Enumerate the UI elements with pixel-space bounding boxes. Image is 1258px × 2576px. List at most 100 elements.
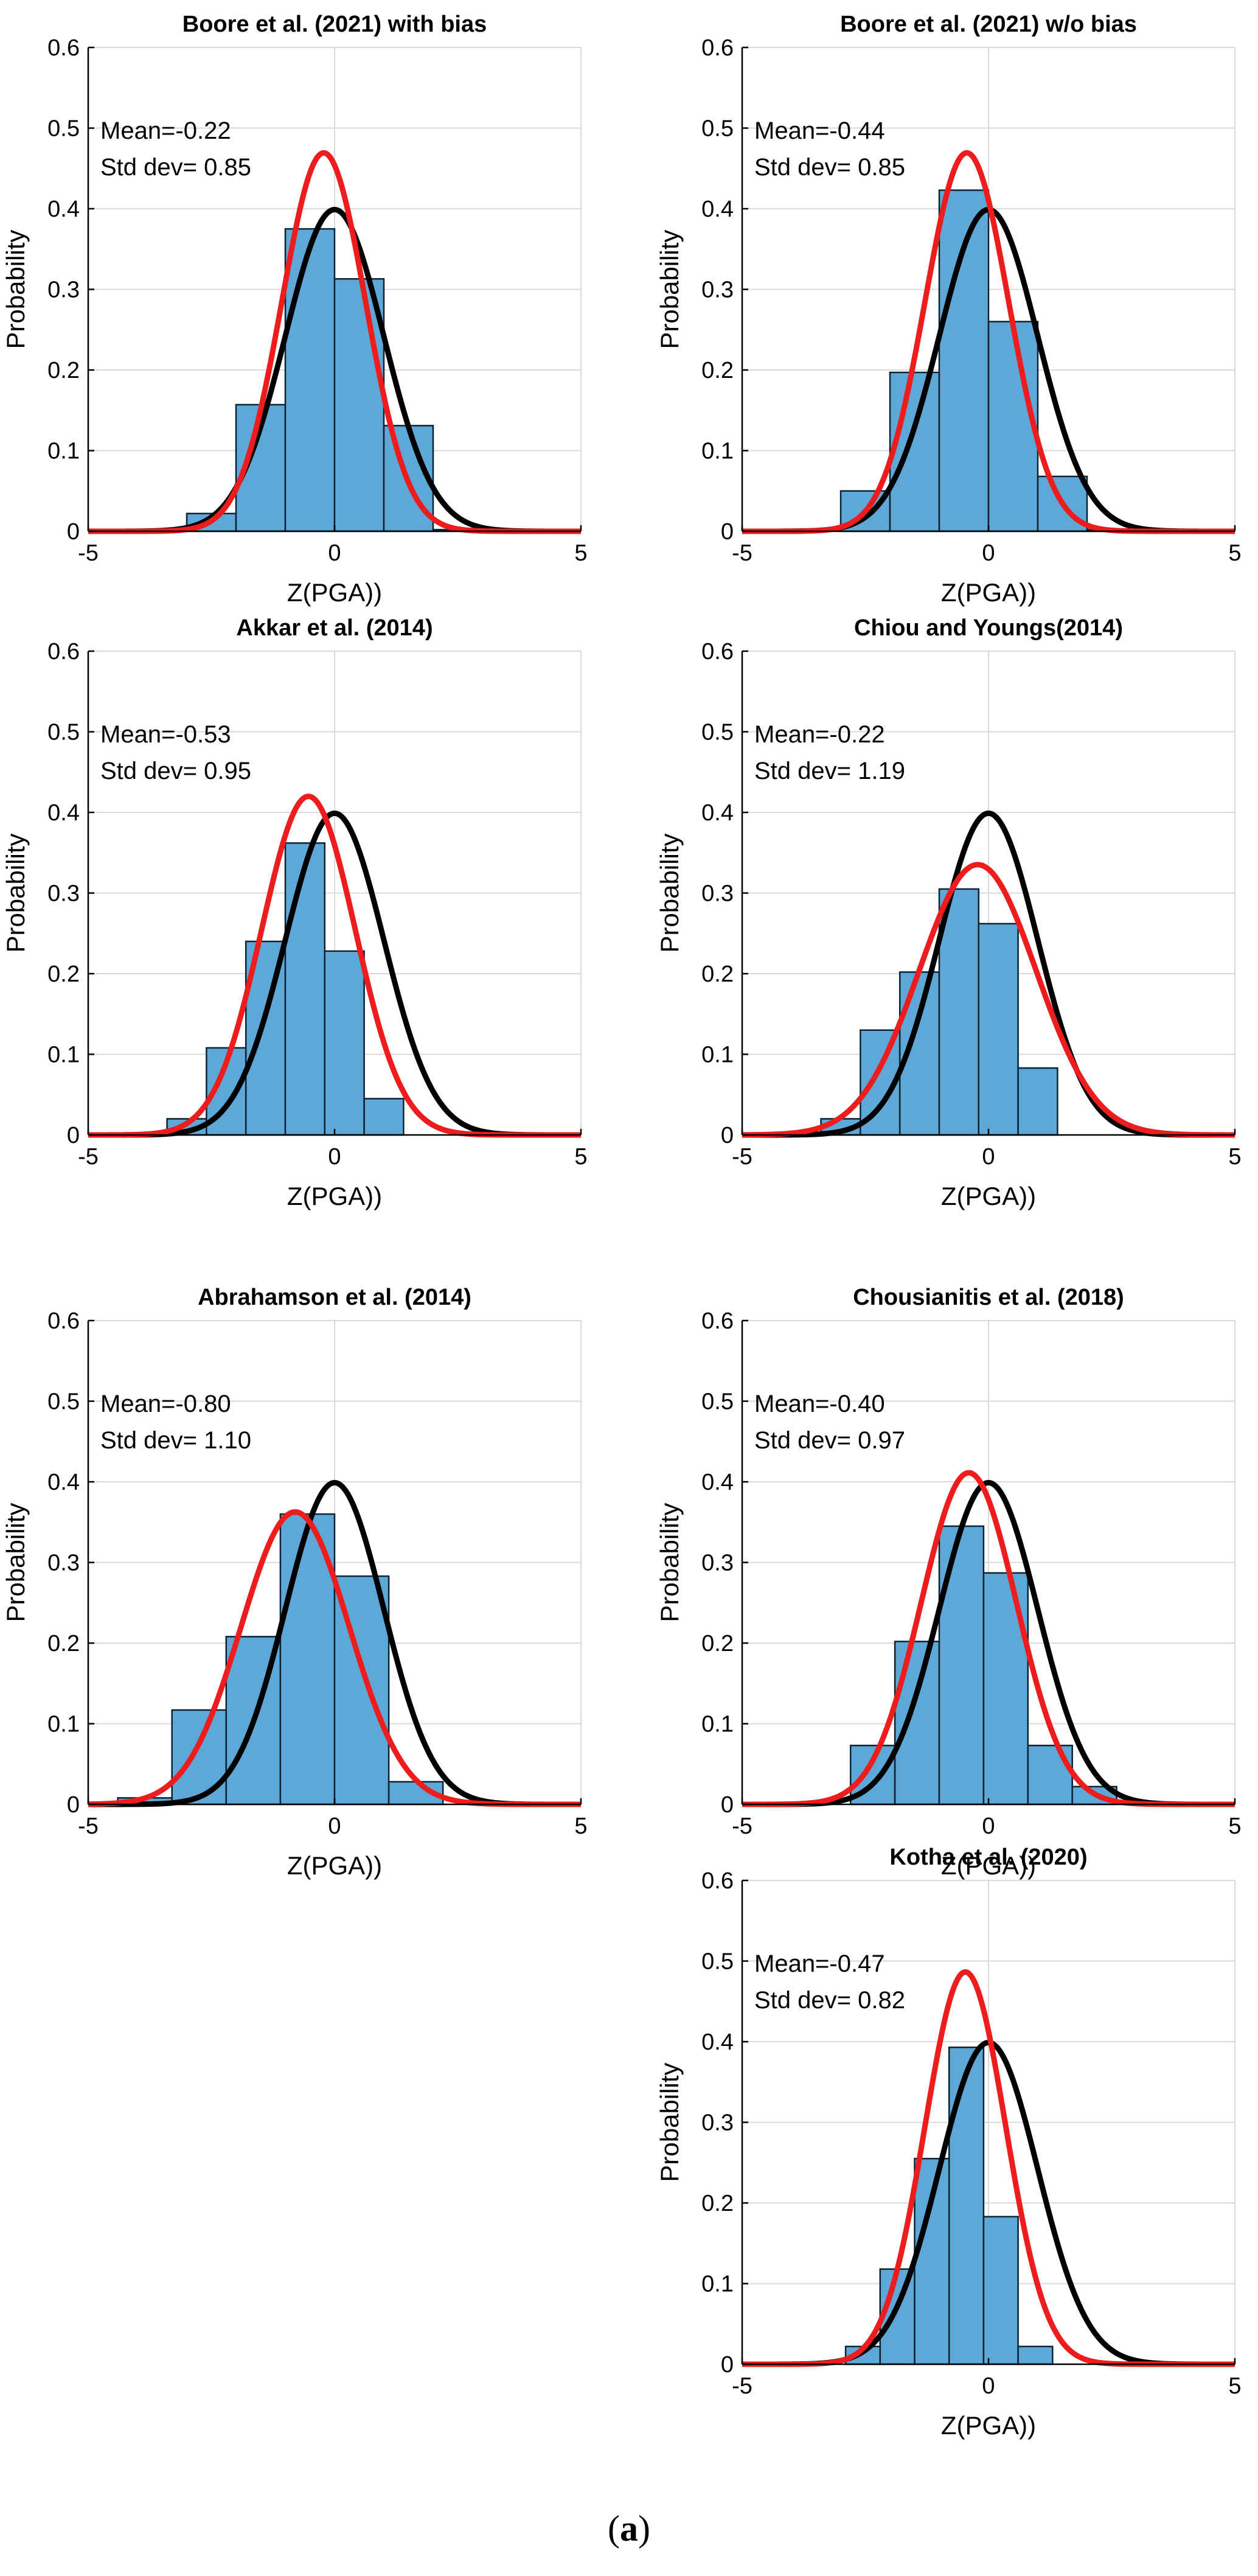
y-tick-label: 0.2 (47, 1631, 80, 1656)
y-tick-label: 0.4 (47, 1470, 80, 1495)
figure-caption: (a) (608, 2508, 650, 2549)
y-tick-label: 0 (721, 519, 734, 545)
mean-annotation: Mean=-0.44 (754, 117, 885, 144)
std-annotation: Std dev= 0.97 (754, 1427, 905, 1454)
chart-title: Abrahamson et al. (2014) (198, 1285, 471, 1310)
y-tick-label: 0.6 (701, 35, 734, 61)
y-tick-label: 0.2 (701, 2191, 734, 2216)
y-tick-label: 0.5 (47, 720, 80, 745)
caption-open: ( (608, 2508, 620, 2549)
y-tick-label: 0.4 (701, 800, 734, 826)
chart-title: Kotha et al. (2020) (889, 1845, 1087, 1870)
y-tick-label: 0.2 (701, 358, 734, 383)
y-tick-label: 0.5 (701, 1949, 734, 1975)
std-annotation: Std dev= 0.85 (100, 154, 251, 181)
mean-annotation: Mean=-0.53 (100, 721, 231, 748)
y-tick-label: 0.5 (47, 116, 80, 142)
y-tick-label: 0.1 (47, 1042, 80, 1068)
y-tick-label: 0.3 (47, 1551, 80, 1576)
histogram-bar (284, 228, 336, 532)
y-tick-label: 0.3 (701, 2110, 734, 2136)
std-annotation: Std dev= 0.85 (754, 154, 905, 181)
x-axis-label: Z(PGA)) (941, 1182, 1036, 1210)
x-axis-label: Z(PGA)) (287, 1851, 382, 1880)
y-tick-label: 0.3 (701, 1551, 734, 1576)
histogram-bar (938, 1525, 985, 1806)
histogram-bar (324, 950, 365, 1136)
y-tick-label: 0.3 (701, 277, 734, 303)
histogram-bar (987, 321, 1039, 532)
y-tick-label: 0.1 (701, 2272, 734, 2297)
y-axis-label: Probability (655, 2062, 684, 2182)
y-tick-label: 0.6 (701, 639, 734, 665)
x-axis-label: Z(PGA)) (287, 1182, 382, 1210)
x-tick-label: -5 (78, 1813, 99, 1839)
y-tick-label: 0.4 (701, 1470, 734, 1495)
y-tick-label: 0.4 (47, 197, 80, 222)
histogram-bar (894, 1641, 940, 1806)
histogram-bar (171, 1709, 228, 1806)
chart-title: Akkar et al. (2014) (236, 615, 433, 641)
x-axis-label: Z(PGA)) (941, 2411, 1036, 2440)
y-tick-label: 0 (721, 1123, 734, 1148)
histogram-bar (1017, 2345, 1054, 2365)
chart-title: Chiou and Youngs(2014) (854, 615, 1123, 641)
x-axis-label: Z(PGA)) (941, 578, 1036, 607)
x-tick-label: 0 (982, 540, 995, 566)
x-tick-label: 5 (1228, 1813, 1241, 1839)
x-tick-label: 5 (1228, 540, 1241, 566)
y-tick-label: 0.5 (701, 116, 734, 142)
histogram-bar (284, 842, 326, 1136)
std-annotation: Std dev= 1.10 (100, 1427, 251, 1454)
y-tick-label: 0.6 (47, 35, 80, 61)
histogram-bar (363, 1098, 405, 1136)
x-axis-label: Z(PGA)) (287, 578, 382, 607)
std-annotation: Std dev= 0.82 (754, 1987, 905, 2014)
histogram-bar (982, 2216, 1019, 2365)
histogram-bar (948, 2047, 985, 2365)
y-tick-label: 0.1 (701, 1042, 734, 1068)
mean-annotation: Mean=-0.22 (100, 117, 231, 144)
x-tick-label: 0 (982, 1144, 995, 1170)
x-tick-label: -5 (78, 1144, 99, 1170)
histogram-bar (1017, 1067, 1058, 1136)
mean-annotation: Mean=-0.47 (754, 1950, 885, 1977)
y-tick-label: 0.1 (701, 1712, 734, 1737)
y-tick-label: 0.2 (47, 358, 80, 383)
chart-title: Boore et al. (2021) with bias (182, 12, 487, 37)
x-tick-label: 0 (328, 1144, 341, 1170)
y-tick-label: 0.3 (47, 881, 80, 907)
x-tick-label: 0 (982, 2373, 995, 2399)
y-tick-label: 0.3 (701, 881, 734, 907)
y-axis-label: Probability (1, 229, 30, 349)
y-axis-label: Probability (655, 229, 684, 349)
caption-letter: a (620, 2508, 638, 2549)
chart-title: Boore et al. (2021) w/o bias (840, 12, 1137, 37)
y-tick-label: 0 (67, 1123, 80, 1148)
histogram-bar (889, 371, 940, 532)
chart-title: Chousianitis et al. (2018) (853, 1285, 1124, 1310)
x-tick-label: -5 (78, 540, 99, 566)
x-tick-label: -5 (732, 1813, 752, 1839)
y-tick-label: 0.2 (701, 962, 734, 987)
y-tick-label: 0.2 (701, 1631, 734, 1656)
observed-fit-curve (741, 862, 1236, 1138)
y-axis-label: Probability (1, 833, 30, 952)
mean-annotation: Mean=-0.22 (754, 721, 885, 748)
y-tick-label: 0.1 (47, 439, 80, 464)
histogram-bar (279, 1513, 336, 1806)
x-axis-label: Z(PGA)) (941, 1851, 1036, 1880)
y-tick-label: 0.1 (47, 1712, 80, 1737)
x-tick-label: 5 (574, 540, 587, 566)
y-tick-label: 0.2 (47, 962, 80, 987)
x-tick-label: 5 (574, 1813, 587, 1839)
